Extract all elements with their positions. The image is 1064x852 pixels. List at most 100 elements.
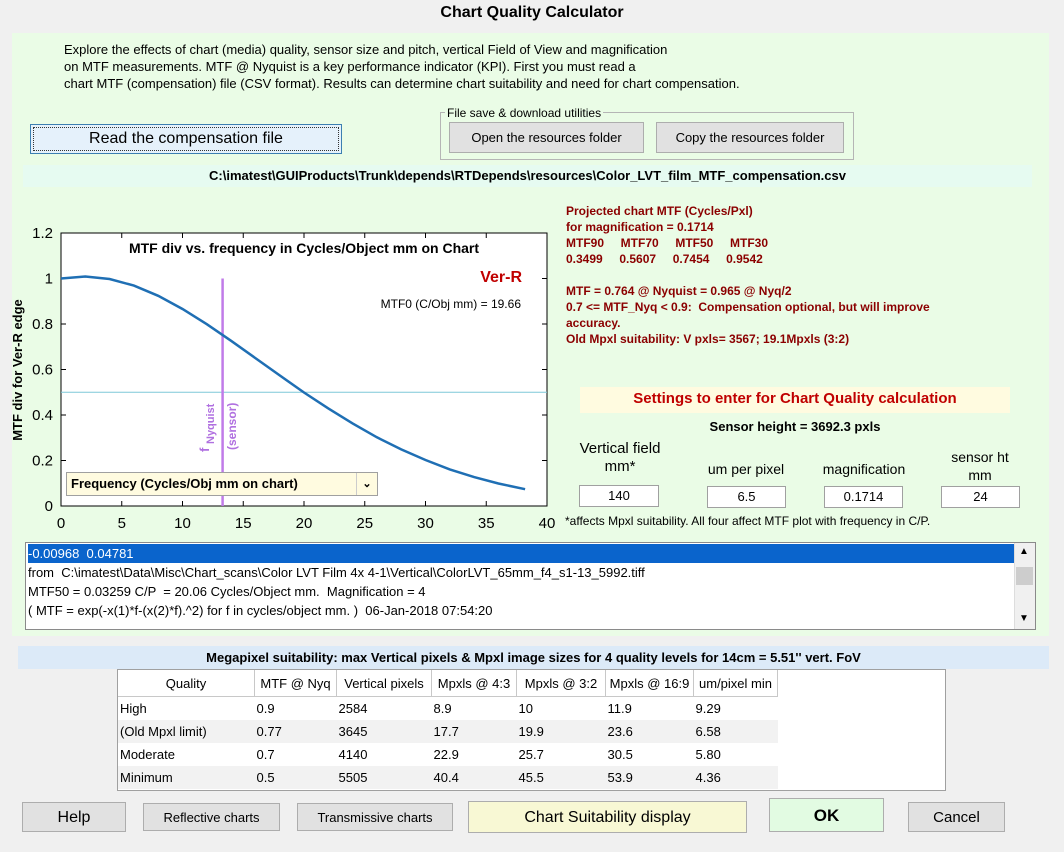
table-cell[interactable]: 4.36 [693, 766, 778, 789]
column-header[interactable]: Mpxls @ 16:9 [605, 670, 694, 697]
table-cell[interactable]: 19.9 [516, 720, 606, 743]
table-row: Moderate 0.7 4140 22.9 25.7 30.5 5.80 [118, 743, 778, 766]
chevron-down-icon[interactable]: ⌄ [356, 473, 377, 495]
y-tick-label: 0.2 [32, 453, 53, 470]
table-row: Minimum 0.5 5505 40.4 45.5 53.9 4.36 [118, 766, 778, 789]
table-cell[interactable]: 25.7 [518, 747, 544, 762]
table-cell[interactable]: 8.9 [433, 701, 452, 716]
result-line: accuracy. [566, 316, 621, 330]
nyquist-label: f Nyquist [197, 403, 217, 452]
chart-title: MTF div vs. frequency in Cycles/Object m… [129, 240, 479, 256]
table-cell[interactable]: 0.9 [256, 701, 275, 716]
table-cell[interactable]: 2584 [338, 701, 368, 716]
result-line: 0.7 <= MTF_Nyq < 0.9: Compensation optio… [566, 300, 930, 314]
result-line: Projected chart MTF (Cycles/Pxl) [566, 204, 753, 218]
cancel-button[interactable]: Cancel [908, 802, 1005, 832]
table-cell[interactable]: High [120, 701, 147, 716]
x-tick-labels: 0 5 10 15 20 25 30 35 40 [57, 515, 556, 532]
results-listbox[interactable]: -0.00968 0.04781 from C:\imatest\Data\Mi… [25, 542, 1036, 630]
mtf-chart: 0 0.2 0.4 0.6 0.8 1 1.2 0 5 10 15 20 25 30 35 40 MTF d… [10, 225, 556, 532]
file-save-group [440, 112, 854, 160]
magnification-input[interactable]: 0.1714 [824, 486, 903, 508]
table-cell[interactable]: 9.29 [695, 701, 721, 716]
table-cell[interactable]: Moderate [120, 747, 175, 762]
sensor-ht-label: sensor ht mm [951, 449, 1009, 483]
list-item[interactable]: MTF50 = 0.03259 C/P = 20.06 Cycles/Objec… [28, 584, 426, 599]
table-cell[interactable]: 40.4 [431, 766, 517, 789]
y-tick-label: 1 [45, 271, 53, 288]
table-cell[interactable]: 23.6 [605, 720, 694, 743]
help-button[interactable]: Help [22, 802, 126, 832]
table-cell[interactable]: Minimum [118, 766, 255, 789]
listbox-scrollbar[interactable]: ▲ ▼ [1014, 543, 1035, 629]
intro-line: Explore the effects of chart (media) qua… [64, 42, 668, 57]
list-item[interactable]: ( MTF = exp(-x(1)*f-(x(2)*f).^2) for f i… [28, 603, 493, 618]
copy-resources-button[interactable]: Copy the resources folder [656, 122, 844, 153]
y-axis-label: MTF div for Ver-R edge [10, 299, 25, 441]
file-save-group-title: File save & download utilities [445, 106, 604, 120]
table-cell[interactable]: 53.9 [605, 766, 694, 789]
magnification-label: magnification [822, 461, 906, 477]
scroll-up-icon[interactable]: ▲ [1019, 546, 1029, 557]
frequency-dropdown-value: Frequency (Cycles/Obj mm on chart) [71, 476, 298, 491]
scroll-down-icon[interactable]: ▼ [1019, 613, 1029, 624]
table-cell[interactable]: 4140 [338, 747, 368, 762]
um-per-pixel-input[interactable]: 6.5 [707, 486, 786, 508]
file-path: C:\imatest\GUIProducts\Trunk\depends\RTD… [23, 165, 1032, 187]
y-tick-label: 0.8 [32, 316, 53, 333]
table-cell[interactable]: 0.77 [254, 720, 337, 743]
x-tick-label: 0 [57, 515, 65, 532]
y-tick-labels: 0 0.2 0.4 0.6 0.8 1 1.2 [32, 225, 53, 515]
column-header[interactable]: Mpxls @ 4:3 [431, 670, 517, 697]
chart-ticks [60, 232, 548, 507]
table-row: (Old Mpxl limit) 0.77 3645 17.7 19.9 23.… [118, 720, 778, 743]
settings-note: *affects Mpxl suitability. All four affe… [565, 514, 931, 528]
table-cell[interactable]: 22.9 [433, 747, 459, 762]
column-header[interactable]: Quality [118, 670, 255, 697]
column-header[interactable]: Vertical pixels [336, 670, 432, 697]
list-item[interactable]: -0.00968 0.04781 [28, 544, 1017, 563]
x-tick-label: 40 [539, 515, 556, 532]
table-cell[interactable]: 0.7 [256, 747, 275, 762]
result-line: Old Mpxl suitability: V pxls= 3567; 19.1… [566, 332, 850, 346]
read-compensation-button[interactable]: Read the compensation file [30, 124, 342, 154]
table-cell[interactable]: 17.7 [431, 720, 517, 743]
settings-title: Settings to enter for Chart Quality calc… [580, 387, 1010, 413]
column-header[interactable]: MTF @ Nyq [254, 670, 337, 697]
table-cell[interactable]: 45.5 [516, 766, 606, 789]
table-cell[interactable]: 30.5 [607, 747, 633, 762]
table-cell[interactable]: 0.5 [254, 766, 337, 789]
scrollbar-thumb[interactable] [1016, 567, 1033, 585]
intro-line: on MTF measurements. MTF @ Nyquist is a … [64, 59, 636, 74]
x-tick-label: 15 [235, 515, 252, 532]
y-tick-label: 1.2 [32, 225, 53, 242]
table-cell[interactable]: 3645 [336, 720, 432, 743]
table-cell[interactable]: (Old Mpxl limit) [118, 720, 255, 743]
x-tick-label: 10 [174, 515, 191, 532]
table-cell[interactable]: 10 [518, 701, 533, 716]
list-item[interactable]: from C:\imatest\Data\Misc\Chart_scans\Co… [28, 565, 645, 580]
column-header[interactable]: um/pixel min [693, 670, 778, 697]
table-cell[interactable]: 5505 [336, 766, 432, 789]
reflective-charts-button[interactable]: Reflective charts [143, 803, 280, 831]
vertical-field-input[interactable]: 140 [579, 485, 659, 507]
sensor-ht-input[interactable]: 24 [941, 486, 1020, 508]
column-header[interactable]: Mpxls @ 3:2 [516, 670, 606, 697]
result-line [566, 267, 1046, 283]
table-cell[interactable]: 5.80 [695, 747, 721, 762]
frequency-dropdown[interactable]: Frequency (Cycles/Obj mm on chart) ⌄ [66, 472, 378, 496]
open-resources-button[interactable]: Open the resources folder [449, 122, 644, 153]
chart-suitability-button[interactable]: Chart Suitability display [468, 801, 747, 833]
table-cell[interactable]: 11.9 [607, 701, 632, 716]
megapixel-header: Megapixel suitability: max Vertical pixe… [18, 646, 1049, 669]
x-tick-label: 25 [356, 515, 373, 532]
result-line: MTF = 0.764 @ Nyquist = 0.965 @ Nyq/2 [566, 284, 792, 298]
um-per-pixel-label: um per pixel [707, 461, 785, 477]
results-text: Projected chart MTF (Cycles/Pxl) for mag… [566, 203, 1046, 347]
transmissive-charts-button[interactable]: Transmissive charts [297, 803, 453, 831]
sensor-height: Sensor height = 3692.3 pxls [709, 419, 881, 434]
vertical-field-label: Vertical field mm* [579, 440, 661, 475]
sensor-label: (sensor) [225, 403, 239, 450]
ok-button[interactable]: OK [769, 798, 884, 832]
table-cell[interactable]: 6.58 [693, 720, 778, 743]
